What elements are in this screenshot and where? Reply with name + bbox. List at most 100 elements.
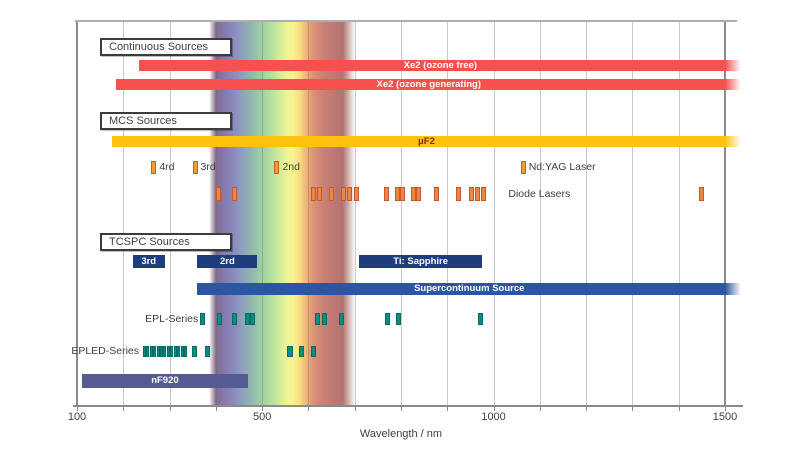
epl-series-marker [396,313,402,325]
axis-tick-1300 [632,406,634,411]
epled-series-marker [149,346,153,357]
x-axis-title: Wavelength / nm [359,428,443,440]
diode-lasers-marker [399,187,405,201]
epled-series-marker [174,346,178,357]
axis-tick-900 [447,406,449,411]
diode-lasers-marker [231,187,237,201]
epled-series-marker [156,346,160,357]
gridline-100 [76,21,78,405]
epl-series-marker [231,313,237,325]
epl-series-row-label: EPL-Series [145,313,199,325]
epl-series-marker [200,313,206,325]
axis-tick-label-500: 500 [252,411,272,423]
diode-lasers-marker [354,187,360,201]
epled-series-marker [286,346,293,357]
axis-tick-1400 [678,406,680,411]
epled-series-marker [310,346,316,357]
epled-series-marker [181,346,185,357]
nd-yag-harmonics-marker [151,161,157,174]
epled-series-row-label: EPLED-Series [71,345,140,357]
diode-lasers-marker [475,187,481,201]
nd-yag-harmonics-label-3: Nd:YAG Laser [528,161,596,173]
gridline-1100 [539,21,541,405]
epled-series-marker [191,346,197,357]
nd-yag-harmonics-label-2: 2nd [282,161,300,173]
diode-lasers-marker [469,187,475,201]
xe2-ozone-generating-bar: Xe2 (ozone generating) [116,79,742,90]
diode-lasers-marker [384,187,390,201]
axis-tick-1100 [539,406,541,411]
axis-tick-600 [308,406,310,411]
diode-lasers-marker [347,187,353,201]
diode-lasers-marker [341,187,347,201]
diode-lasers-marker [311,187,317,201]
gridline-400 [215,21,217,405]
uf2-bar: μF2 [111,136,742,147]
supercontinuum-bar: Supercontinuum Source [197,283,742,295]
axis-tick-100 [77,406,78,411]
gridline-1300 [632,21,634,405]
axis-tick-200 [123,406,125,411]
x-axis-line [73,405,743,407]
tcspc-2rd-bar: 2rd [197,255,258,268]
gridline-1400 [678,21,680,405]
epled-series-marker [163,346,167,357]
gridline-700 [354,21,356,405]
epled-series-marker [177,346,181,357]
epl-series-marker [338,313,344,325]
diode-lasers-marker [394,187,400,201]
diode-lasers-marker [480,187,486,201]
epled-series-marker [160,346,164,357]
ti-sapphire-bar: Ti: Sapphire [359,255,482,268]
gridline-1200 [586,21,588,405]
nd-yag-harmonics-label-1: 3rd [200,161,216,173]
diode-lasers-marker [215,187,221,201]
nd-yag-harmonics-marker [274,161,280,174]
epled-series-marker [146,346,150,357]
gridline-1000 [493,21,495,405]
axis-tick-label-1500: 1500 [712,411,738,423]
diode-lasers-marker [699,187,705,201]
epled-series-marker [167,346,171,357]
epl-series-marker [384,313,390,325]
epl-series-marker [250,313,256,325]
diode-lasers-marker [317,187,323,201]
diode-lasers-marker [410,187,416,201]
plot-area: 100 500 1000 1500 Wavelength / nm Continuous … [68,20,743,440]
gridline-200 [123,21,125,405]
axis-tick-label-1000: 1000 [481,411,506,423]
axis-tick-800 [401,406,402,411]
plot-top-border [75,20,737,22]
epled-series-marker [204,346,210,357]
diode-lasers-marker [434,187,440,201]
epl-series-marker [216,313,222,325]
epled-series-marker [142,346,146,357]
section-box-mcs-sources: MCS Sources [100,112,232,130]
diode-lasers-marker [416,187,422,201]
axis-tick-400 [215,406,217,411]
diode-lasers-row-label: Diode Lasers [508,188,571,200]
epl-series-marker [315,313,321,325]
gridline-500 [262,21,264,405]
epl-series-marker [244,313,250,325]
gridline-900 [447,21,449,405]
nf920-bar: nF920 [81,374,249,388]
axis-tick-300 [169,406,171,411]
gridline-1500 [724,21,726,405]
epled-series-marker [153,346,157,357]
diode-lasers-marker [329,187,335,201]
axis-tick-1200 [586,406,588,411]
nd-yag-harmonics-label-0: 4rd [159,161,175,173]
axis-tick-500 [262,406,264,411]
section-box-continuous-sources: Continuous Sources [100,38,232,56]
epled-series-marker [170,346,174,357]
tcspc-3rd-bar: 3rd [132,255,165,268]
axis-tick-1000 [493,406,495,411]
axis-tick-1500 [725,406,726,411]
epl-series-marker [322,313,328,325]
axis-tick-700 [354,406,356,411]
diode-lasers-marker [455,187,461,201]
section-box-tcspc-sources: TCSPC Sources [100,233,232,251]
gridline-800 [401,21,402,405]
